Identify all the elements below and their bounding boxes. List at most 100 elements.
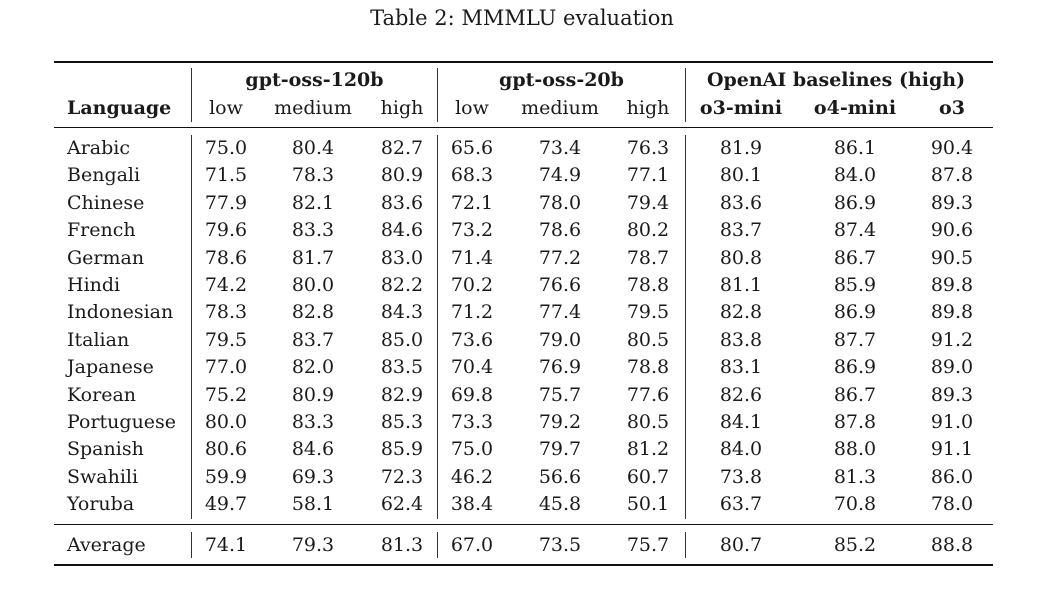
average-cell: 75.7 [626,534,670,556]
table-cell: 79.7 [538,438,582,461]
top-rule [54,61,993,63]
column-header-medium: medium [521,97,599,119]
table-cell: 80.6 [204,438,248,461]
table-cell: 78.7 [626,246,670,269]
table-cell: 78.6 [204,246,248,269]
separator-1-avg [191,532,192,558]
table-cell: 80.9 [291,383,335,406]
table-cell: 71.2 [450,301,494,324]
table-cell: 83.8 [719,328,763,351]
table-cell: 78.0 [930,493,974,516]
table-cell: 82.8 [719,301,763,324]
table-cell: 85.0 [380,328,424,351]
table-caption: Table 2: MMMLU evaluation [370,6,674,30]
row-language: Indonesian [67,301,174,324]
table-cell: 89.3 [930,191,974,214]
table-cell: 80.0 [204,411,248,433]
table-cell: 90.4 [930,137,974,159]
table-cell: 88.0 [833,438,877,461]
row-language: Hindi [67,274,121,296]
table-cell: 83.0 [380,246,424,269]
column-header-o3: o3 [939,97,965,119]
table-cell: 74.9 [538,164,582,187]
table-cell: 81.3 [833,465,877,488]
table-cell: 78.8 [626,274,670,296]
row-language: Bengali [67,164,141,187]
table-cell: 76.9 [538,356,582,379]
row-language: Chinese [67,191,145,214]
table-cell: 75.0 [204,137,248,159]
table-cell: 77.9 [204,191,248,214]
table-cell: 63.7 [719,493,763,516]
table-cell: 84.0 [833,164,877,187]
table-cell: 77.4 [538,301,582,324]
average-cell: 74.1 [204,534,248,556]
table-cell: 46.2 [450,465,494,488]
table-cell: 76.3 [626,137,670,159]
separator-3 [685,68,686,122]
table-cell: 86.0 [930,465,974,488]
table-cell: 45.8 [538,493,582,516]
table-cell: 80.5 [626,411,670,433]
separator-1 [191,68,192,122]
table-cell: 74.2 [204,274,248,296]
table-cell: 78.3 [204,301,248,324]
table-cell: 73.3 [450,411,494,433]
table-cell: 77.6 [626,383,670,406]
separator-1-body [191,135,192,519]
table-cell: 77.1 [626,164,670,187]
row-language: Korean [67,383,137,406]
average-cell: 81.3 [380,534,424,556]
table-cell: 50.1 [626,493,670,516]
column-header-medium: medium [274,97,352,119]
separator-2-avg [437,532,438,558]
row-language: Yoruba [67,493,135,516]
table-cell: 77.2 [538,246,582,269]
table-cell: 70.8 [833,493,877,516]
table-cell: 86.9 [833,191,877,214]
table-cell: 89.0 [930,356,974,379]
table-cell: 86.7 [833,383,877,406]
row-language: Italian [67,328,130,351]
bottom-rule [54,564,993,566]
table-cell: 77.0 [204,356,248,379]
table-cell: 79.6 [204,219,248,242]
table-cell: 83.7 [291,328,335,351]
table-cell: 86.9 [833,301,877,324]
header-rule [54,127,993,128]
table-cell: 82.1 [291,191,335,214]
column-header-o4-mini: o4-mini [813,97,897,119]
table-cell: 82.6 [719,383,763,406]
table-cell: 82.9 [380,383,424,406]
table-cell: 83.5 [380,356,424,379]
table-cell: 80.5 [626,328,670,351]
row-language: Japanese [67,356,154,379]
column-header-o3-mini: o3-mini [699,97,783,119]
table-cell: 60.7 [626,465,670,488]
table-cell: 70.2 [450,274,494,296]
separator-3-body [685,135,686,519]
table-cell: 76.6 [538,274,582,296]
table-cell: 83.7 [719,219,763,242]
column-header-high: high [380,97,424,119]
table-cell: 87.7 [833,328,877,351]
table-cell: 73.6 [450,328,494,351]
table-cell: 87.8 [833,411,877,433]
table-cell: 87.4 [833,219,877,242]
table-cell: 82.7 [380,137,424,159]
table-cell: 82.8 [291,301,335,324]
table-cell: 81.7 [291,246,335,269]
table-cell: 89.8 [930,274,974,296]
table-cell: 73.8 [719,465,763,488]
table-cell: 70.4 [450,356,494,379]
table-cell: 78.3 [291,164,335,187]
table-cell: 80.4 [291,137,335,159]
table-cell: 83.6 [719,191,763,214]
table-cell: 75.0 [450,438,494,461]
row-language: Spanish [67,438,144,461]
table-cell: 75.7 [538,383,582,406]
table-cell: 56.6 [538,465,582,488]
row-language: Swahili [67,465,139,488]
table-cell: 78.8 [626,356,670,379]
table-cell: 85.3 [380,411,424,433]
